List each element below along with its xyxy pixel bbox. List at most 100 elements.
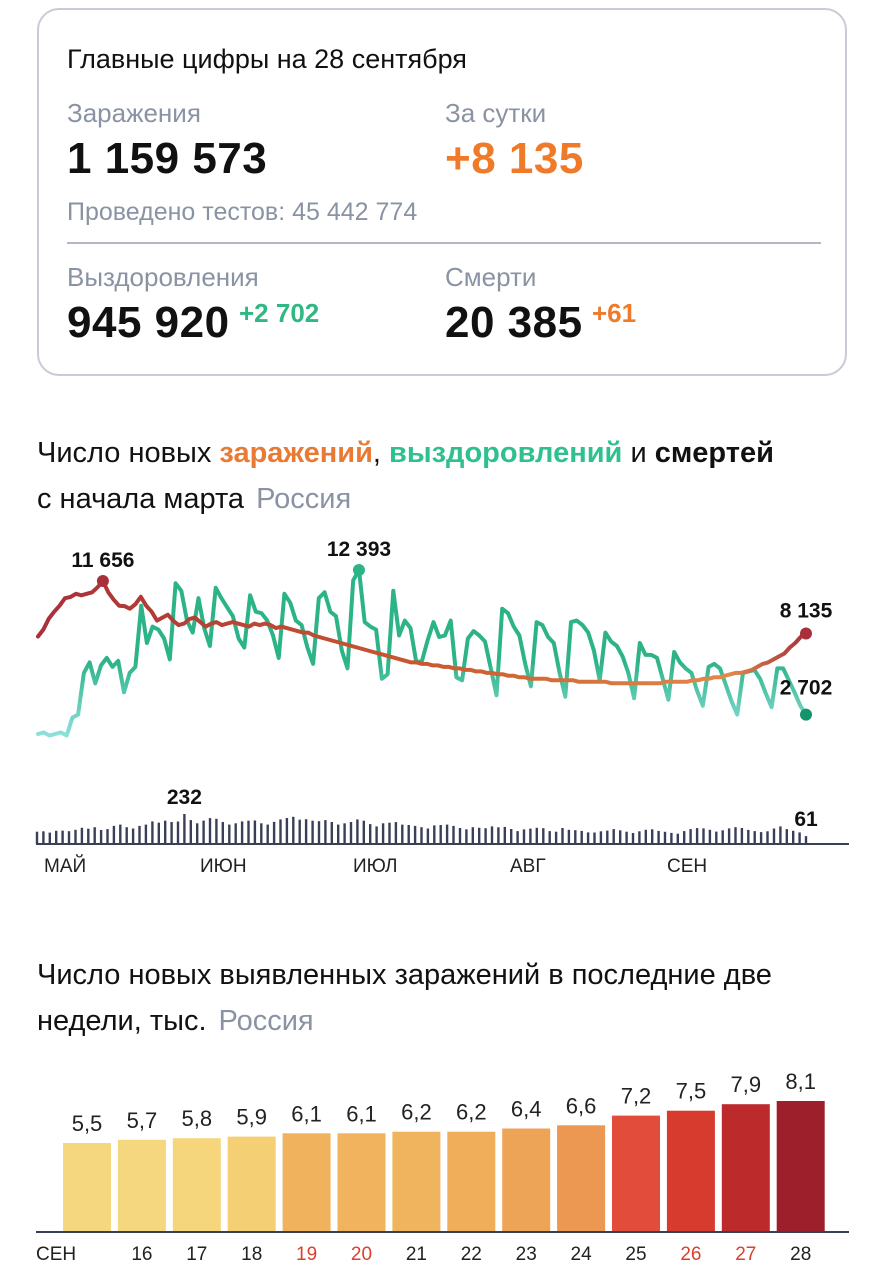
deaths-bar <box>606 830 609 844</box>
bar <box>447 1131 496 1232</box>
deaths-bar <box>221 822 224 844</box>
infections-label: Заражения <box>67 98 201 128</box>
chart1-title-and: и <box>622 437 655 469</box>
deaths-bar <box>727 828 731 844</box>
bar-value-label: 8,1 <box>785 1069 816 1094</box>
deaths-bar <box>708 829 712 844</box>
category-label: 21 <box>406 1244 427 1265</box>
deaths-bar <box>356 819 359 844</box>
deaths-bar <box>131 828 135 844</box>
recoveries-line <box>36 568 808 738</box>
cases-peak-label: 11 656 <box>71 549 134 572</box>
deaths-bar <box>695 828 699 844</box>
chart1-title-line2: с начала марта Россия <box>37 476 774 522</box>
deaths-bars: 232 61 <box>35 786 818 844</box>
deaths-bar <box>510 829 513 844</box>
deaths-bar <box>702 828 705 844</box>
deaths-bar <box>490 826 494 844</box>
deaths-bar <box>574 830 577 844</box>
x-label: ИЮН <box>200 856 247 877</box>
deaths-bar <box>522 829 526 844</box>
deaths-bar <box>138 825 141 844</box>
deaths-bar <box>683 831 686 844</box>
deaths-bar <box>125 827 128 844</box>
deaths-bar <box>202 820 205 844</box>
deaths-bar <box>80 827 84 844</box>
x-label: ИЮЛ <box>353 856 397 877</box>
deaths-bar <box>567 829 571 844</box>
deaths-bar <box>337 824 340 844</box>
deaths-bar <box>689 829 692 844</box>
deaths-bar <box>657 830 660 844</box>
chart1-title: Число новых заражений, выздоровлений и с… <box>37 430 774 522</box>
recoveries-end-marker <box>800 708 812 721</box>
deaths-bar <box>208 818 212 844</box>
deaths-bar <box>580 830 583 844</box>
deaths-bar <box>792 830 795 844</box>
deaths-bar <box>651 829 654 844</box>
deaths-bar <box>164 820 167 844</box>
deaths-bar <box>612 829 615 844</box>
deaths-bar <box>644 829 647 844</box>
deaths-bar <box>798 832 801 844</box>
bar-value-label: 5,5 <box>72 1111 103 1136</box>
bar-value-label: 5,8 <box>182 1106 213 1131</box>
bar-value-label: 6,4 <box>511 1097 542 1122</box>
chart2-title-line1: Число новых выявленных заражений в после… <box>37 959 772 991</box>
deaths-bar <box>619 830 622 844</box>
deaths-bar <box>119 824 122 844</box>
deaths-bar <box>670 832 673 844</box>
bar <box>502 1128 551 1232</box>
deaths-bar <box>67 831 71 844</box>
deaths-bar <box>465 829 468 844</box>
category-label: 16 <box>131 1244 152 1265</box>
chart1-title-sep: , <box>372 437 390 469</box>
category-label: 23 <box>516 1244 537 1265</box>
deaths-bar <box>503 826 506 844</box>
recoveries-delta: +2 702 <box>239 298 320 328</box>
bar-value-label: 6,2 <box>401 1100 432 1125</box>
deaths-bar <box>260 823 263 844</box>
recoveries-peak-marker <box>352 564 365 576</box>
deaths-bar <box>599 831 603 844</box>
cases-line <box>36 579 808 686</box>
chart1-title-cases: заражений <box>219 437 373 469</box>
deaths-bar <box>407 825 410 844</box>
deaths-bar <box>413 825 417 844</box>
x-label: АВГ <box>510 856 546 877</box>
summary-divider <box>67 242 821 244</box>
deaths-bar <box>625 831 628 844</box>
deaths-bar <box>779 826 782 844</box>
chart1-title-recoveries: выздоровлений <box>389 437 623 469</box>
x-axis-labels: МАЙ ИЮН ИЮЛ АВГ СЕН <box>44 855 707 877</box>
deaths-bar <box>55 830 58 844</box>
deaths-bar <box>638 831 641 844</box>
deaths-bar <box>292 816 295 844</box>
deaths-bar <box>99 830 103 844</box>
deaths-bar <box>170 822 173 844</box>
deaths-bar <box>272 821 276 844</box>
category-label: 25 <box>625 1244 646 1265</box>
deaths-bar <box>721 830 724 844</box>
deaths-bar <box>324 820 327 844</box>
deaths-bar <box>343 823 346 844</box>
deaths-bar <box>497 827 500 844</box>
deaths-bar <box>747 829 750 844</box>
bar-value-label: 6,2 <box>456 1100 487 1125</box>
daily-value: +8 135 <box>445 134 584 183</box>
recoveries-value: 945 920 <box>67 298 230 347</box>
deaths-bar <box>478 827 481 844</box>
deaths-bar <box>183 814 186 844</box>
chart2-title-line2: недели, тыс. <box>37 1005 207 1037</box>
deaths-bar <box>151 821 154 844</box>
deaths-bar <box>586 832 590 844</box>
deaths-bar <box>285 818 289 844</box>
bar <box>337 1133 386 1232</box>
deaths-bar <box>375 826 378 844</box>
recoveries-end-label: 2 702 <box>780 677 833 700</box>
deaths-bar <box>734 827 737 844</box>
deaths-bar <box>804 836 808 844</box>
bar <box>63 1143 111 1232</box>
deaths-bar <box>471 827 474 844</box>
deaths-bar <box>631 833 635 844</box>
